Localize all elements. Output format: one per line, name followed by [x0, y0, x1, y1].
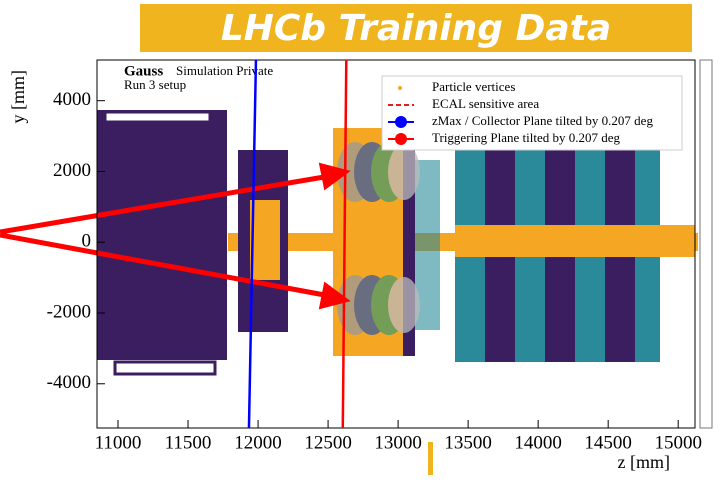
legend-symbol — [395, 133, 407, 145]
legend-label: Particle vertices — [432, 79, 515, 94]
x-tick-label: 11500 — [165, 432, 212, 453]
setup-label: Run 3 setup — [124, 77, 186, 92]
legend-label: Triggering Plane tilted by 0.207 deg — [432, 130, 621, 145]
sim-label: Simulation Private — [176, 63, 273, 78]
legend-symbol — [398, 86, 402, 90]
x-tick-label: 15000 — [654, 432, 702, 453]
arrows — [0, 162, 351, 310]
gauss-label: Gauss — [124, 63, 163, 79]
x-tick-label: 14000 — [514, 432, 562, 453]
legend: Particle vertices ECAL sensitive area zMax… — [381, 75, 683, 151]
x-tick-label: 14500 — [584, 432, 632, 453]
y-axis-label: y [mm] — [8, 70, 28, 124]
legend-label: ECAL sensitive area — [432, 96, 539, 111]
x-tick-label: 11000 — [95, 432, 142, 453]
plane-sketch — [337, 142, 420, 335]
plane-line — [341, 59, 348, 429]
banner-title: LHCb Training Data — [221, 8, 611, 49]
x-tick-label: 13500 — [444, 432, 492, 453]
y-tick-label: 4000 — [53, 89, 91, 110]
legend-symbol — [395, 116, 407, 128]
x-tick-label: 12500 — [304, 432, 352, 453]
colorbar — [699, 59, 713, 429]
y-tick-label: 2000 — [53, 160, 91, 181]
y-tick-label: -2000 — [47, 301, 91, 322]
x-axis-label: z [mm] — [618, 452, 670, 472]
marker — [428, 442, 433, 475]
y-tick-label: -4000 — [47, 372, 91, 393]
legend-label: zMax / Collector Plane tilted by 0.207 d… — [432, 113, 653, 128]
x-tick-label: 12000 — [234, 432, 282, 453]
plane-line — [247, 59, 258, 429]
banner-bg — [140, 4, 692, 52]
y-tick-label: 0 — [82, 231, 92, 252]
x-tick-label: 13000 — [374, 432, 422, 453]
plot-frame — [96, 59, 696, 429]
